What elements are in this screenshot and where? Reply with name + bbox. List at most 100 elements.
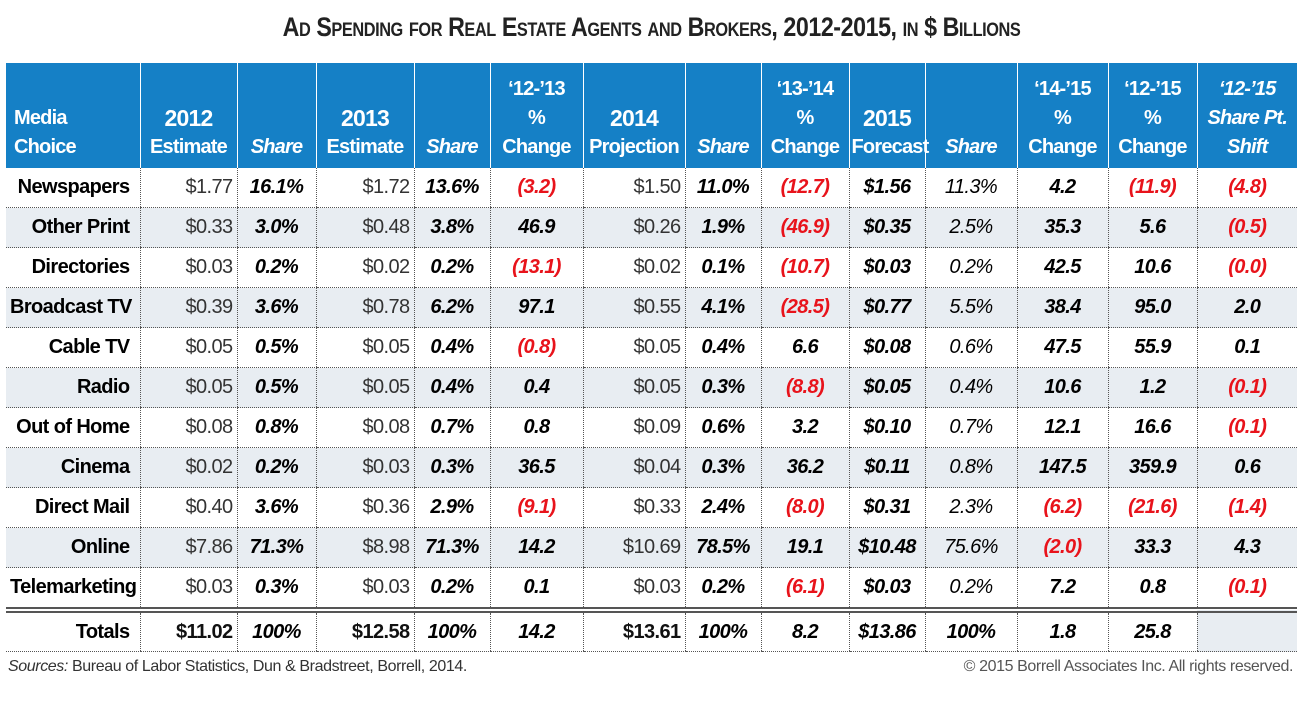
table-cell: $0.02	[582, 247, 685, 288]
header-line-bot: Change	[1118, 136, 1187, 158]
table-cell: 100%	[413, 610, 490, 652]
ad-spending-table: Media Choice 2012 Estimate Share 2013 Estim…	[6, 63, 1297, 652]
header-line-top: ‘12-’15	[1218, 78, 1276, 100]
header-line-top	[143, 75, 235, 104]
header-line-top: ‘13-’14	[776, 78, 834, 100]
column-header: Share	[413, 63, 490, 168]
column-header: 2012 Estimate	[139, 63, 237, 168]
row-label: Online	[6, 527, 140, 568]
table-cell: 38.4	[1016, 287, 1108, 328]
table-cell: 3.6%	[236, 487, 316, 528]
table-cell: 14.2	[489, 610, 583, 652]
table-cell: 75.6%	[924, 527, 1017, 568]
table-cell: $0.05	[315, 367, 414, 408]
header-line-bot: Estimate	[326, 136, 405, 158]
column-header: ‘12-’15% Change	[1107, 63, 1197, 168]
table-cell: 147.5	[1016, 447, 1108, 488]
table-cell: 11.3%	[924, 168, 1017, 208]
header-line-mid: %	[1054, 107, 1072, 129]
table-cell: 36.2	[760, 447, 849, 488]
table-cell: 1.8	[1016, 610, 1108, 652]
header-line-bot: Projection	[589, 136, 680, 158]
table-cell: 5.6	[1107, 207, 1197, 248]
table-cell: 0.2%	[413, 567, 490, 613]
table-cell: $0.03	[315, 447, 414, 488]
table-cell: 0.1	[489, 567, 583, 613]
header-line-mid: %	[528, 107, 546, 129]
table-cell: 16.1%	[236, 168, 316, 208]
column-header: ‘12-’13% Change	[489, 63, 583, 168]
header-line-top	[319, 75, 412, 104]
table-cell: 0.5%	[236, 367, 316, 408]
header-line-mid	[240, 104, 314, 133]
table-cell: (21.6)	[1107, 487, 1197, 528]
column-header: ‘13-’14% Change	[760, 63, 849, 168]
table-cell: 3.0%	[236, 207, 316, 248]
header-line-mid	[417, 104, 488, 133]
header-line-bot: Share	[250, 136, 303, 158]
table-cell: 0.6	[1196, 447, 1297, 488]
table-cell: $0.78	[315, 287, 414, 328]
table-cell: 359.9	[1107, 447, 1197, 488]
table-cell: 35.3	[1016, 207, 1108, 248]
table-cell: $10.69	[582, 527, 685, 568]
table-cell: 0.4%	[413, 327, 490, 368]
column-header: ‘12-’15 Share Pt. Shift	[1196, 63, 1297, 168]
table-cell: 0.7%	[924, 407, 1017, 448]
table-cell: 14.2	[489, 527, 583, 568]
table-cell: $1.72	[315, 168, 414, 208]
table-cell: $0.08	[139, 407, 237, 448]
table-cell: 0.1%	[684, 247, 761, 288]
table-cell: $0.05	[582, 327, 685, 368]
table-cell: (46.9)	[760, 207, 849, 248]
table-cell: 0.8	[489, 407, 583, 448]
table-cell: (1.4)	[1196, 487, 1297, 528]
table-cell: 0.7%	[413, 407, 490, 448]
table-cell: 47.5	[1016, 327, 1108, 368]
header-line-mid: 2012	[164, 105, 214, 131]
table-cell: $1.56	[848, 168, 925, 208]
table-cell: $0.08	[848, 327, 925, 368]
table-cell: 0.4%	[413, 367, 490, 408]
table-cell: $0.26	[582, 207, 685, 248]
header-line-top	[586, 75, 683, 104]
table-row: Radio $0.05 0.5% $0.05 0.4% 0.4 $0.05 0.3% (8.8)…	[6, 367, 1297, 408]
table-cell: 100%	[236, 610, 316, 652]
table-cell: 0.1	[1196, 327, 1297, 368]
table-cell: 0.6%	[684, 407, 761, 448]
table-cell: 6.6	[760, 327, 849, 368]
table-cell: 3.6%	[236, 287, 316, 328]
table-row: Directories $0.03 0.2% $0.02 0.2% (13.1) $0.02…	[6, 247, 1297, 288]
table-cell: $0.04	[582, 447, 685, 488]
table-cell: 0.2%	[924, 567, 1017, 613]
table-cell: $0.40	[139, 487, 237, 528]
table-cell: (0.1)	[1196, 407, 1297, 448]
table-cell: 19.1	[760, 527, 849, 568]
table-cell: 25.8	[1107, 610, 1197, 652]
table-cell	[1196, 610, 1297, 652]
row-label: Totals	[6, 610, 140, 652]
table-cell: $0.55	[582, 287, 685, 328]
table-cell: (0.8)	[489, 327, 583, 368]
table-cell: $12.58	[315, 610, 414, 652]
table-cell: (12.7)	[760, 168, 849, 208]
table-cell: (6.2)	[1016, 487, 1108, 528]
row-label: Newspapers	[6, 168, 140, 208]
table-cell: 55.9	[1107, 327, 1197, 368]
table-cell: $0.05	[139, 367, 237, 408]
table-cell: $0.05	[315, 327, 414, 368]
header-line-mid: 2014	[610, 105, 659, 131]
table-cell: $1.50	[582, 168, 685, 208]
table-cell: 1.9%	[684, 207, 761, 248]
table-cell: 0.8	[1107, 567, 1197, 613]
table-cell: 0.4%	[924, 367, 1017, 408]
table-cell: 16.6	[1107, 407, 1197, 448]
header-line-bot: Change	[1028, 136, 1097, 158]
table-cell: $0.02	[139, 447, 237, 488]
column-header: Media Choice	[6, 63, 140, 168]
table-cell: 0.3%	[236, 567, 316, 613]
table-cell: 7.2	[1016, 567, 1108, 613]
table-cell: 5.5%	[924, 287, 1017, 328]
table-cell: (8.8)	[760, 367, 849, 408]
header-line-bot: Shift	[1227, 136, 1268, 158]
